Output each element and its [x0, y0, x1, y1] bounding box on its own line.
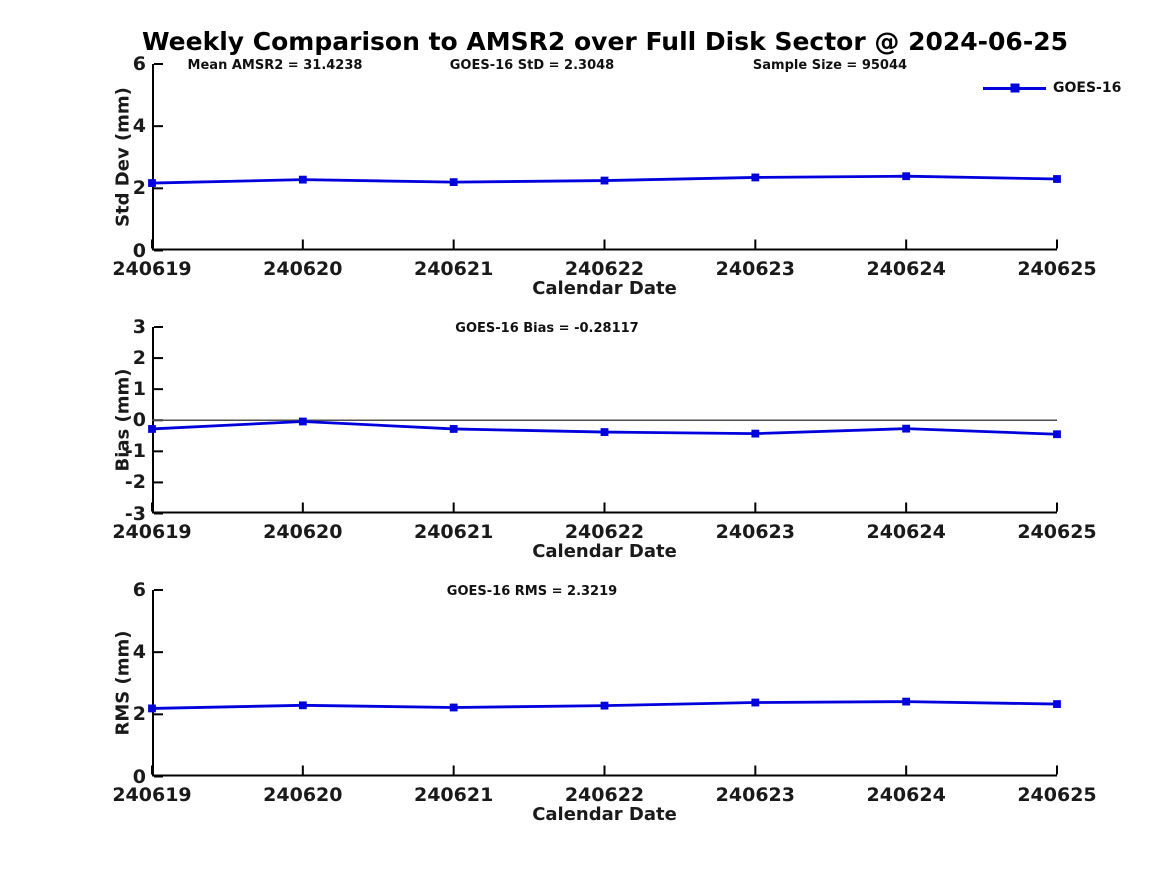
line-chart-svg — [148, 326, 1061, 515]
y-tick-label: 6 — [132, 53, 146, 75]
y-tick-label: 4 — [132, 641, 146, 664]
x-tick-label: 240624 — [866, 783, 946, 806]
line-chart-svg — [148, 589, 1061, 778]
data-point-marker — [148, 425, 156, 433]
data-point-marker — [298, 701, 307, 710]
data-point-marker — [449, 425, 458, 433]
legend-label: GOES-16 — [1053, 80, 1122, 96]
data-point-marker — [1053, 700, 1061, 708]
data-point-marker — [298, 175, 307, 184]
chart-title: Weekly Comparison to AMSR2 over Full Dis… — [141, 27, 1068, 56]
legend-marker-icon — [1010, 83, 1019, 93]
y-tick-label: 4 — [132, 115, 146, 138]
data-point-marker — [148, 179, 156, 187]
x-tick-label: 240624 — [866, 257, 946, 280]
y-tick-label: 0 — [132, 765, 146, 788]
plot-area-std-dev — [148, 63, 1061, 252]
data-point-marker — [298, 417, 307, 426]
data-point-marker — [902, 172, 911, 181]
x-tick-label: 240623 — [715, 783, 795, 806]
y-tick-label: -1 — [124, 440, 146, 463]
data-point-marker — [449, 703, 458, 712]
y-tick-label: 2 — [132, 177, 146, 200]
x-tick-label: 240625 — [1017, 783, 1097, 806]
y-tick-label: 2 — [132, 703, 146, 726]
data-point-marker — [902, 697, 911, 706]
x-tick-label: 240620 — [263, 783, 343, 806]
data-point-marker — [600, 176, 609, 185]
x-tick-label: 240622 — [564, 520, 645, 543]
stat-annotation: GOES-16 StD = 2.3048 — [449, 58, 615, 73]
x-tick-label: 240623 — [715, 520, 795, 543]
x-tick-label: 240625 — [1017, 257, 1097, 280]
stat-annotation: GOES-16 Bias = -0.28117 — [455, 321, 639, 336]
x-tick-label: 240625 — [1017, 520, 1097, 543]
x-tick-label: 240621 — [413, 783, 494, 806]
y-tick-label: 1 — [132, 378, 146, 401]
stat-annotation: Mean AMSR2 = 31.4238 — [187, 58, 363, 73]
data-point-marker — [148, 704, 156, 713]
y-tick-label: 2 — [132, 347, 146, 370]
line-chart-svg — [148, 63, 1061, 252]
x-axis-label-std-dev: Calendar Date — [532, 278, 677, 299]
x-axis-label-bias: Calendar Date — [532, 541, 677, 562]
x-tick-label: 240621 — [413, 257, 494, 280]
data-point-marker — [902, 424, 911, 433]
data-point-marker — [449, 178, 458, 187]
plot-area-bias — [148, 326, 1061, 515]
data-point-marker — [751, 173, 760, 182]
x-tick-label: 240620 — [263, 520, 343, 543]
data-point-marker — [751, 429, 760, 438]
stat-annotation: Sample Size = 95044 — [752, 58, 908, 73]
x-tick-label: 240622 — [564, 783, 645, 806]
x-tick-label: 240619 — [112, 520, 192, 543]
x-tick-label: 240619 — [112, 783, 192, 806]
y-tick-label: 6 — [132, 579, 146, 601]
y-tick-label: -2 — [124, 471, 146, 494]
data-point-marker — [751, 698, 760, 707]
x-tick-label: 240624 — [866, 520, 946, 543]
data-point-marker — [1053, 175, 1061, 183]
y-tick-label: 0 — [132, 239, 146, 262]
data-point-marker — [600, 428, 609, 436]
x-tick-label: 240619 — [112, 257, 192, 280]
x-tick-label: 240623 — [715, 257, 795, 280]
y-tick-label: 0 — [132, 409, 146, 432]
plot-area-rms — [148, 589, 1061, 778]
x-tick-label: 240622 — [564, 257, 645, 280]
stat-annotation: GOES-16 RMS = 2.3219 — [446, 584, 618, 599]
y-tick-label: 3 — [132, 316, 146, 338]
y-tick-label: -3 — [124, 502, 146, 525]
x-axis-label-rms: Calendar Date — [532, 804, 677, 825]
legend: GOES-16 — [983, 80, 1121, 96]
x-tick-label: 240620 — [263, 257, 343, 280]
legend-line-sample — [983, 83, 1046, 93]
data-point-marker — [600, 701, 609, 710]
x-tick-label: 240621 — [413, 520, 494, 543]
data-point-marker — [1053, 430, 1061, 439]
